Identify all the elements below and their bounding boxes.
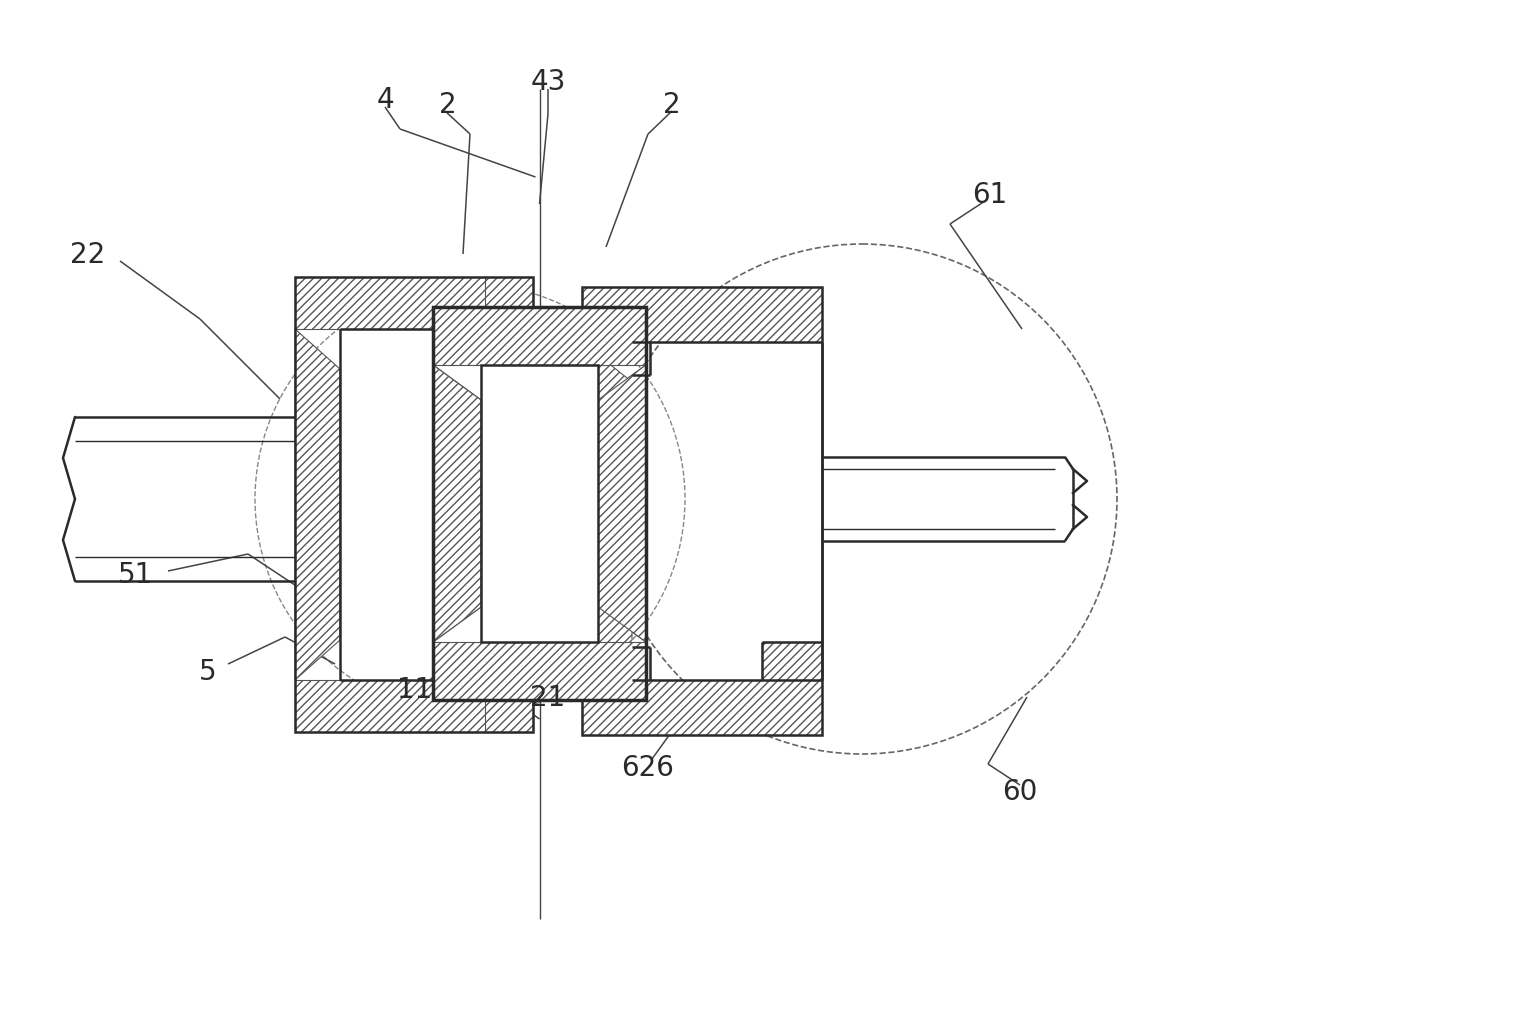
Polygon shape bbox=[582, 342, 632, 681]
Bar bbox=[480, 366, 597, 642]
Text: 43: 43 bbox=[530, 68, 565, 96]
Bar bbox=[485, 681, 534, 733]
Polygon shape bbox=[433, 366, 480, 642]
Bar bbox=[295, 278, 534, 733]
Bar bbox=[762, 642, 822, 681]
Bar bbox=[433, 308, 646, 366]
Bar bbox=[295, 681, 534, 733]
Polygon shape bbox=[597, 366, 646, 642]
Text: 61: 61 bbox=[973, 180, 1008, 209]
Text: 626: 626 bbox=[622, 753, 675, 782]
Text: 11: 11 bbox=[397, 676, 433, 703]
Text: 5: 5 bbox=[199, 657, 217, 686]
Bar bbox=[485, 278, 534, 330]
Text: 2: 2 bbox=[663, 91, 681, 119]
Bar bbox=[582, 287, 822, 736]
Text: 60: 60 bbox=[1002, 777, 1038, 805]
Text: 2: 2 bbox=[439, 91, 458, 119]
Text: 4: 4 bbox=[375, 86, 394, 114]
Polygon shape bbox=[295, 330, 340, 681]
Bar bbox=[295, 278, 534, 330]
Bar bbox=[582, 287, 822, 342]
Text: 51: 51 bbox=[117, 560, 152, 588]
Text: 21: 21 bbox=[530, 684, 565, 711]
Bar bbox=[433, 642, 646, 700]
Bar bbox=[582, 681, 822, 736]
Text: 22: 22 bbox=[70, 240, 105, 269]
Bar bbox=[433, 308, 646, 700]
